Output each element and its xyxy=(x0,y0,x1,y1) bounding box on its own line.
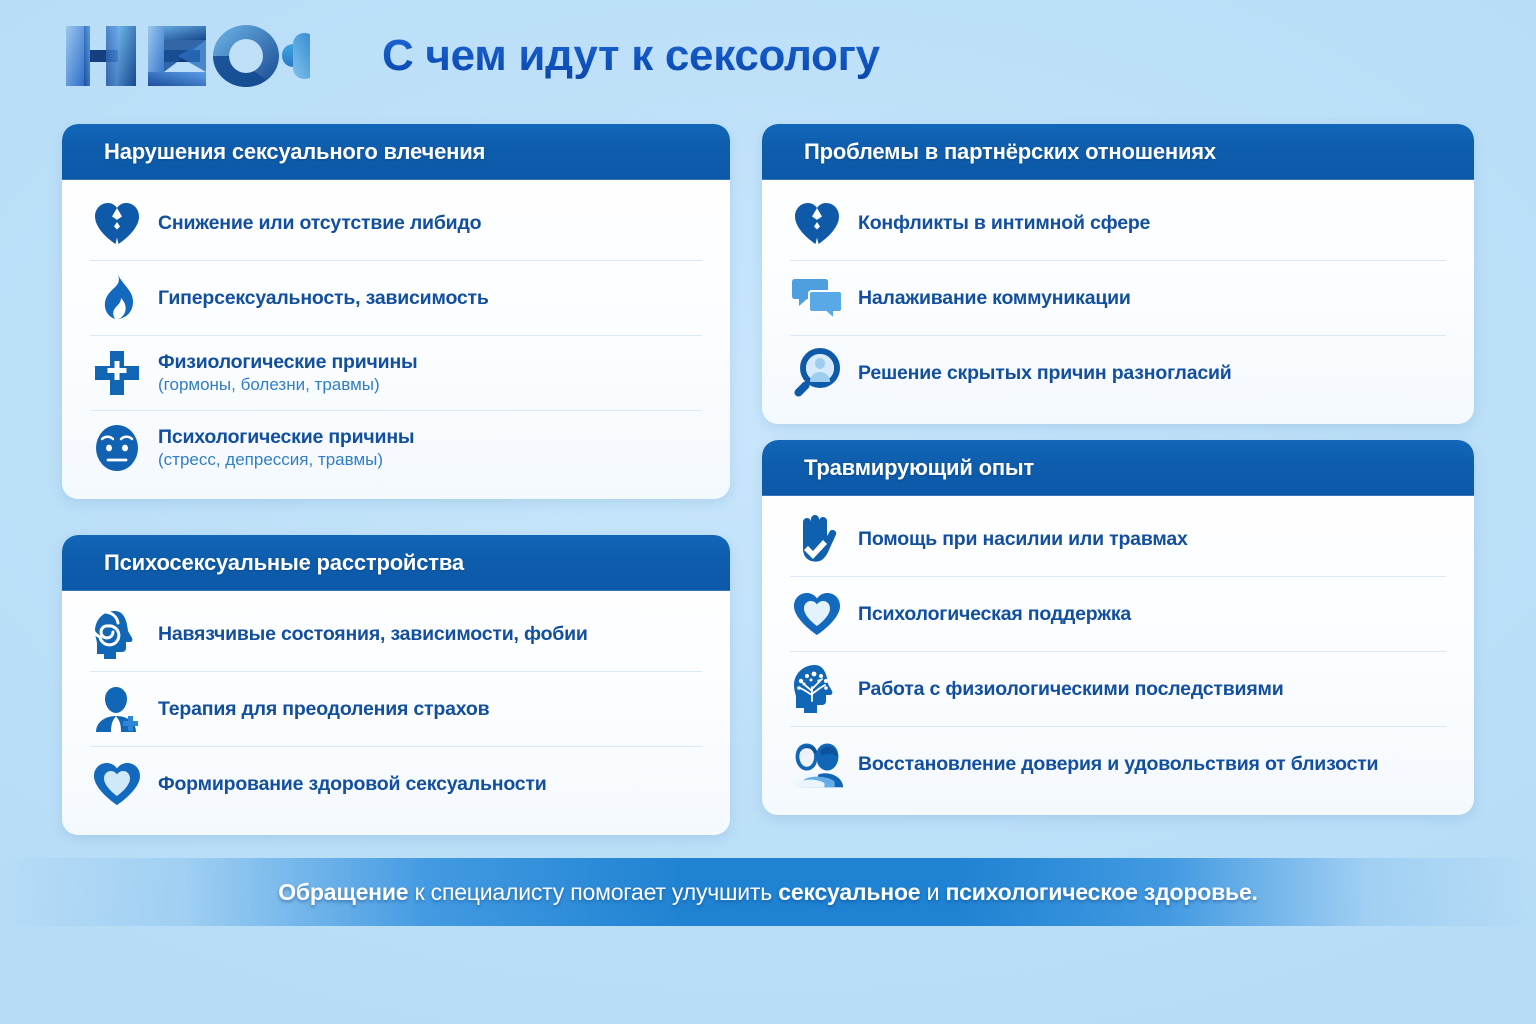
broken-heart-icon xyxy=(790,196,844,250)
list-item[interactable]: Работа с физиологическими последствиями xyxy=(790,652,1446,727)
magnifier-person-icon xyxy=(790,346,844,400)
footer-strong-2: сексуальное xyxy=(778,878,921,905)
list-item-label: Гиперсексуальность, зависимость xyxy=(158,286,489,309)
footer-text: Обращение к специалисту помогает улучшит… xyxy=(278,879,1258,906)
footer-strong-3: психологическое здоровье. xyxy=(945,878,1258,905)
footer-banner: Обращение к специалисту помогает улучшит… xyxy=(0,858,1536,926)
head-tree-icon xyxy=(790,662,844,716)
list-item-label: Налаживание коммуникации xyxy=(858,286,1131,309)
heart-in-heart-icon xyxy=(790,587,844,641)
card-header: Травмирующий опыт xyxy=(762,440,1474,496)
list-item[interactable]: Навязчивые состояния, зависимости, фобии xyxy=(90,597,702,672)
list-item-label: Помощь при насилии или травмах xyxy=(858,527,1188,550)
list-item-sublabel: (гормоны, болезни, травмы) xyxy=(158,375,380,395)
card-title: Нарушения сексуального влечения xyxy=(104,139,486,164)
card-body: Конфликты в интимной сфере Налаживание к… xyxy=(762,180,1474,424)
card-sexual-desire-disorders: Нарушения сексуального влечения Снижение… xyxy=(62,124,730,499)
list-item[interactable]: Восстановление доверия и удовольствия от… xyxy=(790,727,1446,801)
list-item[interactable]: Решение скрытых причин разногласий xyxy=(790,336,1446,410)
card-header: Психосексуальные расстройства xyxy=(62,535,730,591)
neo-plus-logo xyxy=(60,22,310,90)
card-body: Снижение или отсутствие либидо Гиперсекс… xyxy=(62,180,730,499)
head-spiral-icon xyxy=(90,607,144,661)
person-plus-icon xyxy=(90,682,144,736)
footer-middle: к специалисту помогает улучшить xyxy=(408,878,779,905)
card-partner-relationship-problems: Проблемы в партнёрских отношениях Конфли… xyxy=(762,124,1474,424)
list-item-label: Формирование здоровой сексуальности xyxy=(158,772,547,795)
list-item[interactable]: Помощь при насилии или травмах xyxy=(790,502,1446,577)
speech-bubbles-icon xyxy=(790,271,844,325)
card-body: Помощь при насилии или травмах Психологи… xyxy=(762,496,1474,815)
couple-embrace-icon xyxy=(790,737,844,791)
footer-lead: Обращение xyxy=(278,878,409,905)
list-item[interactable]: Гиперсексуальность, зависимость xyxy=(90,261,702,336)
list-item-label: Терапия для преодоления страхов xyxy=(158,697,490,720)
list-item-label: Психологические причины xyxy=(158,425,415,448)
card-psychosexual-disorders: Психосексуальные расстройства Навязчивые… xyxy=(62,535,730,835)
list-item-label: Физиологические причины xyxy=(158,350,418,373)
broken-heart-icon xyxy=(90,196,144,250)
card-body: Навязчивые состояния, зависимости, фобии… xyxy=(62,591,730,835)
list-item[interactable]: Налаживание коммуникации xyxy=(790,261,1446,336)
list-item-label: Психологическая поддержка xyxy=(858,602,1132,625)
sad-face-icon xyxy=(90,421,144,475)
list-item-label: Решение скрытых причин разногласий xyxy=(858,361,1232,384)
list-item[interactable]: Конфликты в интимной сфере xyxy=(790,186,1446,261)
hand-check-icon xyxy=(790,512,844,566)
page-title: С чем идут к сексологу xyxy=(382,31,880,80)
card-title: Психосексуальные расстройства xyxy=(104,550,464,575)
poster-header: С чем идут к сексологу xyxy=(0,0,1536,112)
list-item-sublabel: (стресс, депрессия, травмы) xyxy=(158,450,384,470)
footer-middle-2: и xyxy=(920,878,946,905)
card-title: Травмирующий опыт xyxy=(804,455,1035,480)
list-item[interactable]: Физиологические причины (гормоны, болезн… xyxy=(90,336,702,411)
list-item[interactable]: Психологические причины (стресс, депресс… xyxy=(90,411,702,485)
card-traumatic-experience: Травмирующий опыт Помощь при насилии или… xyxy=(762,440,1474,815)
list-item-label: Восстановление доверия и удовольствия от… xyxy=(858,752,1379,775)
card-header: Нарушения сексуального влечения xyxy=(62,124,730,180)
card-header: Проблемы в партнёрских отношениях xyxy=(762,124,1474,180)
list-item-label: Навязчивые состояния, зависимости, фобии xyxy=(158,622,588,645)
list-item-label: Снижение или отсутствие либидо xyxy=(158,211,482,234)
list-item[interactable]: Психологическая поддержка xyxy=(790,577,1446,652)
list-item[interactable]: Формирование здоровой сексуальности xyxy=(90,747,702,821)
card-title: Проблемы в партнёрских отношениях xyxy=(804,139,1216,164)
list-item-label: Конфликты в интимной сфере xyxy=(858,211,1151,234)
list-item[interactable]: Терапия для преодоления страхов xyxy=(90,672,702,747)
list-item-label: Работа с физиологическими последствиями xyxy=(858,677,1284,700)
heart-in-heart-icon xyxy=(90,757,144,811)
list-item[interactable]: Снижение или отсутствие либидо xyxy=(90,186,702,261)
medical-cross-icon xyxy=(90,346,144,400)
flame-icon xyxy=(90,271,144,325)
